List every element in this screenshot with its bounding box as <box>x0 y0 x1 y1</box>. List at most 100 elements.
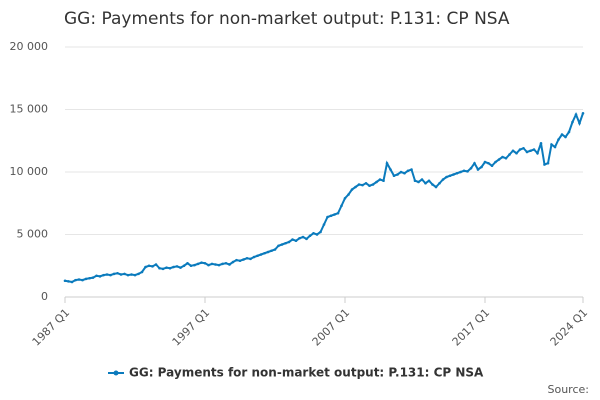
point <box>483 160 487 164</box>
point <box>273 248 277 251</box>
point <box>84 277 88 281</box>
point <box>452 173 455 176</box>
point <box>144 265 147 269</box>
point <box>116 271 119 275</box>
point <box>333 213 336 216</box>
x-tick-label: 1997 Q1 <box>170 306 213 349</box>
point <box>403 171 406 175</box>
point <box>130 273 133 276</box>
point <box>434 185 438 189</box>
point <box>546 161 550 165</box>
point <box>462 169 466 173</box>
point <box>277 244 280 248</box>
point <box>396 173 399 176</box>
point <box>571 120 574 124</box>
point <box>196 262 200 266</box>
point <box>315 233 319 236</box>
point <box>109 273 112 277</box>
point <box>231 260 235 264</box>
point <box>158 266 161 270</box>
point <box>420 178 424 181</box>
point <box>364 181 368 185</box>
point <box>494 160 497 164</box>
point <box>455 171 459 175</box>
point <box>480 165 483 169</box>
point <box>193 263 196 267</box>
point <box>123 272 126 276</box>
point <box>518 148 522 151</box>
point <box>168 266 172 270</box>
point <box>427 179 431 183</box>
point <box>445 175 448 179</box>
legend-label: GG: Payments for non-market output: P.13… <box>129 366 484 380</box>
point <box>301 235 305 239</box>
point <box>487 161 490 165</box>
point <box>371 183 375 186</box>
point <box>431 183 434 186</box>
point <box>343 196 347 200</box>
point <box>263 251 266 255</box>
point <box>382 179 385 183</box>
point <box>266 250 270 254</box>
point <box>95 274 98 278</box>
point <box>312 231 315 235</box>
point <box>511 149 515 153</box>
y-tick-label: 5 000 <box>17 228 49 241</box>
point <box>399 170 403 174</box>
point <box>291 238 294 241</box>
x-tick-label: 2007 Q1 <box>310 306 353 349</box>
point <box>270 249 273 253</box>
point <box>350 188 354 191</box>
y-tick-label: 0 <box>41 290 48 303</box>
point <box>172 265 175 269</box>
point <box>329 214 333 218</box>
point <box>77 278 81 281</box>
point <box>140 270 144 274</box>
point <box>207 263 210 267</box>
legend-marker <box>113 370 119 376</box>
point <box>182 264 186 268</box>
point <box>438 181 441 185</box>
point <box>368 184 371 188</box>
point <box>354 185 357 189</box>
y-tick-label: 10 000 <box>10 165 49 178</box>
point <box>284 241 287 245</box>
point <box>574 113 578 116</box>
point <box>102 273 105 277</box>
point <box>154 263 158 266</box>
point <box>385 161 389 165</box>
point <box>336 211 340 215</box>
x-tick-label: 2024 Q1 <box>548 306 591 349</box>
point <box>221 262 224 266</box>
point <box>578 121 581 125</box>
point <box>424 181 427 185</box>
point <box>298 236 301 240</box>
x-tick-label: 2017 Q1 <box>450 306 493 349</box>
point <box>98 275 102 278</box>
point <box>441 178 445 181</box>
point <box>406 169 410 173</box>
point <box>214 263 217 266</box>
point <box>581 111 585 115</box>
point <box>210 262 214 266</box>
point <box>490 164 494 168</box>
point <box>63 279 67 283</box>
point <box>459 170 462 174</box>
point <box>389 168 392 171</box>
point <box>515 151 518 155</box>
point <box>224 261 228 265</box>
chart-title: GG: Payments for non-market output: P.13… <box>64 9 510 29</box>
y-tick-label: 20 000 <box>10 40 49 53</box>
point <box>543 163 546 166</box>
point <box>175 265 179 268</box>
x-tick-label: 1987 Q1 <box>30 306 73 349</box>
point <box>466 170 469 173</box>
point <box>319 230 322 234</box>
point <box>235 258 238 262</box>
point <box>375 180 378 184</box>
point <box>564 135 567 139</box>
point <box>501 155 504 159</box>
series-line <box>64 111 584 284</box>
point <box>119 273 123 276</box>
point <box>305 237 308 241</box>
